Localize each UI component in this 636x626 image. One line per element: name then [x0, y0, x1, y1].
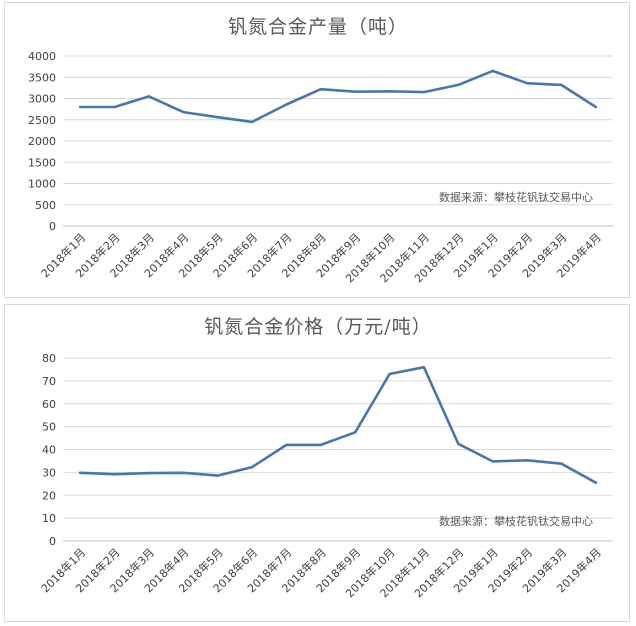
price-chart-panel: 钒氮合金价格（万元/吨） 0 10 20 30 40 50 60 70 80 2018年1月 20… [4, 304, 630, 622]
data-point [216, 116, 219, 119]
y-tick-label: 1000 [28, 178, 56, 191]
data-point [353, 431, 357, 434]
y-tick-label: 2000 [28, 135, 56, 148]
series-line [78, 365, 598, 484]
y-tick-label: 0 [49, 535, 56, 548]
data-point [250, 120, 254, 124]
data-point [491, 460, 494, 463]
data-point [216, 474, 219, 477]
chart-title: 钒氮合金产量（吨） [228, 16, 408, 38]
data-point [285, 443, 288, 447]
data-point [78, 471, 82, 475]
data-point [422, 365, 426, 369]
data-point [525, 459, 529, 462]
y-tick-label: 30 [42, 466, 56, 479]
data-point [319, 443, 323, 447]
source-note: 数据来源：攀枝花钒钛交易中心 [439, 514, 593, 528]
series-line [78, 69, 598, 124]
y-tick-label: 0 [49, 220, 56, 233]
y-tick-label: 1500 [28, 156, 56, 169]
y-tick-label: 20 [42, 489, 56, 502]
data-point [250, 465, 254, 469]
data-point [78, 105, 82, 109]
y-tick-label: 50 [42, 421, 56, 434]
data-point [388, 372, 391, 376]
data-point [388, 90, 391, 93]
data-point [182, 110, 185, 114]
chart-title: 钒氮合金价格（万元/吨） [204, 316, 431, 338]
y-tick-label: 60 [42, 398, 56, 411]
data-point [525, 82, 529, 85]
data-point [113, 473, 116, 476]
data-point [285, 103, 288, 106]
data-point [182, 471, 185, 475]
data-point [594, 481, 598, 484]
y-tick-label: 80 [42, 352, 56, 365]
data-point [457, 83, 460, 87]
data-point [491, 69, 494, 73]
production-chart: 钒氮合金产量（吨） 0 500 1000 1500 2000 2500 3000 3500 40… [28, 16, 613, 285]
data-point [353, 90, 357, 93]
production-chart-panel: 钒氮合金产量（吨） 0 500 1000 1500 2000 2500 3000 3500 40… [4, 2, 630, 298]
y-tick-label: 3500 [28, 71, 56, 84]
data-point [147, 471, 151, 475]
data-point [457, 442, 460, 445]
y-tick-label: 4000 [28, 50, 56, 63]
y-tick-label: 2500 [28, 114, 56, 127]
y-tick-label: 3000 [28, 93, 56, 106]
y-tick-label: 40 [42, 444, 56, 457]
data-point [594, 105, 598, 109]
data-point [113, 105, 116, 109]
data-point [560, 83, 563, 87]
data-point [319, 87, 323, 91]
y-tick-label: 500 [35, 199, 56, 212]
data-point [560, 462, 563, 465]
source-note: 数据来源：攀枝花钒钛交易中心 [439, 190, 593, 204]
y-tick-label: 10 [42, 512, 56, 525]
data-point [147, 95, 151, 98]
y-tick-label: 70 [42, 375, 56, 388]
data-point [422, 90, 426, 94]
